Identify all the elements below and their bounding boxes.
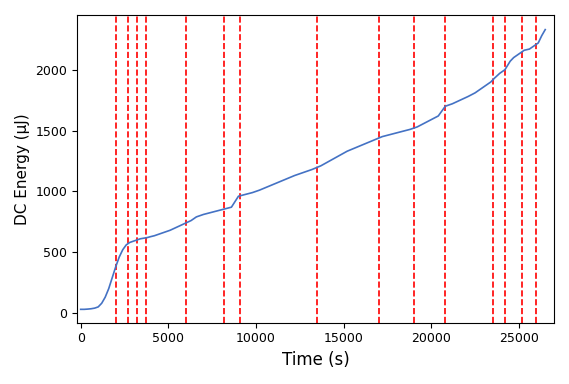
Y-axis label: DC Energy (µJ): DC Energy (µJ) xyxy=(15,113,30,225)
X-axis label: Time (s): Time (s) xyxy=(282,351,349,369)
